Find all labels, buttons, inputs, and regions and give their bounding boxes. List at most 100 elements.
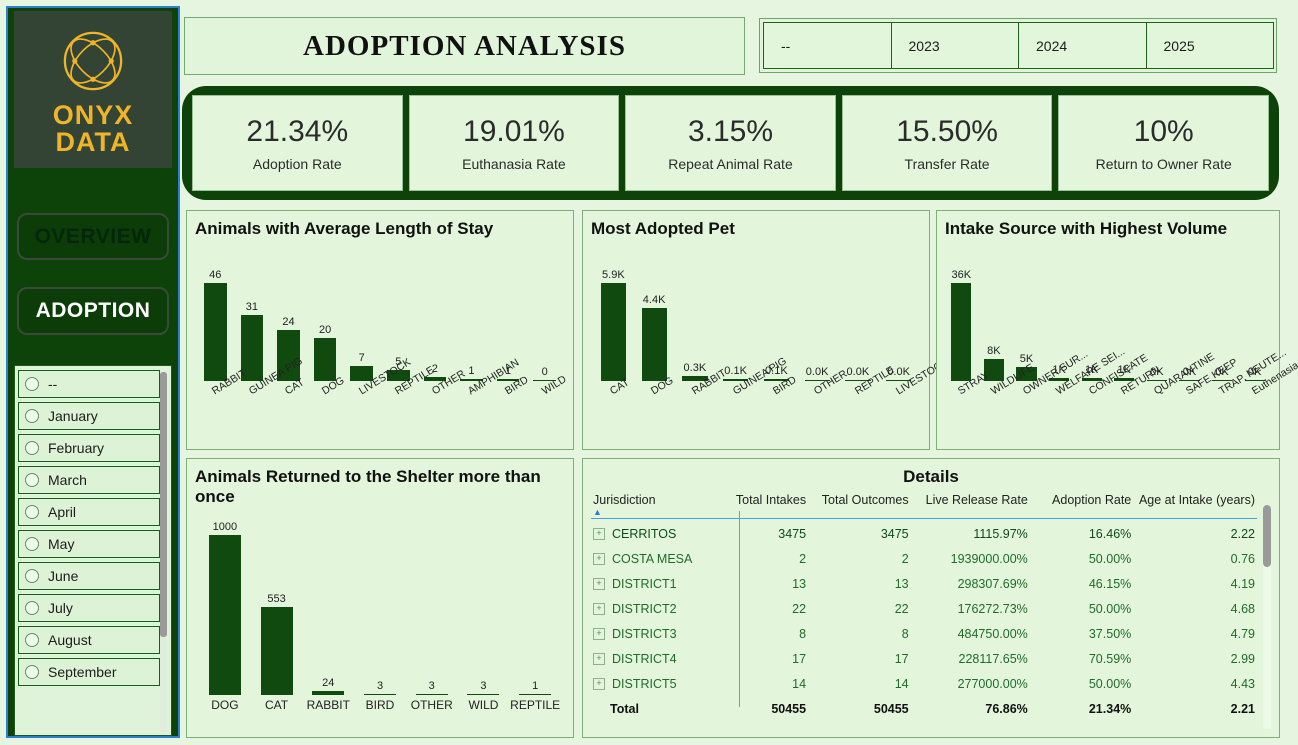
bar-column[interactable]: 20	[307, 253, 344, 381]
expand-row-icon[interactable]: +	[593, 652, 605, 665]
bar[interactable]	[1211, 379, 1233, 381]
column-header-adoption-rate[interactable]: Adoption Rate	[1052, 493, 1132, 507]
bar[interactable]	[723, 379, 749, 381]
bar-column[interactable]: 1K	[1108, 253, 1141, 381]
table-total-row[interactable]: Total 50455 50455 76.86% 21.34% 2.21	[591, 696, 1257, 721]
bar-chart-most-adopted-pet[interactable]: 5.9K 4.4K 0.3K 0.1K 0.1K 0.0K 0.0K 0.0K	[593, 253, 919, 381]
column-header-jurisdiction[interactable]: Jurisdiction ▲	[591, 493, 717, 517]
expand-row-icon[interactable]: +	[593, 527, 605, 540]
year-slicer-item[interactable]: --	[763, 22, 892, 69]
bar-column[interactable]: 1	[509, 499, 561, 695]
column-header-age-at-intake[interactable]: Age at Intake (years)	[1138, 493, 1255, 507]
bar[interactable]	[519, 693, 552, 695]
bar-column[interactable]: 8K	[978, 253, 1011, 381]
bar[interactable]	[845, 379, 871, 381]
month-slicer-item[interactable]: February	[18, 433, 160, 462]
table-row[interactable]: + COSTA MESA 2 2 1939000.00% 50.00% 0.76	[591, 546, 1257, 571]
month-slicer-item[interactable]: March	[18, 465, 160, 494]
details-scrollbar[interactable]	[1263, 505, 1271, 729]
table-row[interactable]: + DISTRICT5 14 14 277000.00% 50.00% 4.43	[591, 671, 1257, 696]
radio-button-icon[interactable]	[25, 536, 39, 551]
bar-column[interactable]: 0.3K	[675, 253, 716, 381]
table-row[interactable]: + CERRITOS 3475 3475 1115.97% 16.46% 2.22	[591, 521, 1257, 546]
bar[interactable]	[600, 283, 626, 381]
radio-button-icon[interactable]	[25, 600, 39, 615]
bar-column[interactable]: 46	[197, 253, 234, 381]
month-slicer-item[interactable]: January	[18, 401, 160, 430]
bar[interactable]	[1244, 379, 1265, 381]
bar[interactable]	[313, 338, 337, 381]
bar-column[interactable]: 31	[234, 253, 271, 381]
bar[interactable]	[415, 693, 448, 695]
bar[interactable]	[804, 379, 830, 381]
bar-column[interactable]: 0K	[1206, 253, 1239, 381]
month-slicer-item[interactable]: --	[18, 369, 160, 398]
bar-column[interactable]: 2	[417, 253, 454, 381]
bar-chart-length-of-stay[interactable]: 46 31 24 20 7 5 2 1 1 0	[197, 253, 563, 381]
bar[interactable]	[682, 376, 708, 381]
month-slicer-item[interactable]: June	[18, 561, 160, 590]
expand-row-icon[interactable]: +	[593, 602, 605, 615]
bar-column[interactable]: 4.4K	[634, 253, 675, 381]
column-header-total-intakes[interactable]: Total Intakes	[735, 493, 807, 507]
table-row[interactable]: + DISTRICT1 13 13 298307.69% 46.15% 4.19	[591, 571, 1257, 596]
expand-row-icon[interactable]: +	[593, 552, 605, 565]
bar[interactable]	[277, 329, 300, 381]
bar-column[interactable]: 0K	[1173, 253, 1206, 381]
bar[interactable]	[763, 379, 789, 381]
bar[interactable]	[312, 691, 345, 695]
bar-column[interactable]: 36K	[945, 253, 978, 381]
bar-column[interactable]: 0.1K	[756, 253, 797, 381]
table-row[interactable]: + DISTRICT2 22 22 176272.73% 50.00% 4.68	[591, 596, 1257, 621]
bar-column[interactable]: 0K	[1238, 253, 1271, 381]
bar-column[interactable]: 0	[526, 253, 563, 381]
bar-column[interactable]: 3	[406, 499, 458, 695]
bar[interactable]	[496, 378, 520, 381]
radio-button-icon[interactable]	[25, 504, 39, 519]
expand-row-icon[interactable]: +	[593, 677, 605, 690]
bar[interactable]	[240, 314, 264, 381]
year-slicer-item[interactable]: 2023	[890, 22, 1019, 69]
bar[interactable]	[983, 359, 1004, 381]
month-slicer-item[interactable]: May	[18, 529, 160, 558]
bar-column[interactable]: 5K	[1010, 253, 1043, 381]
bar-column[interactable]: 24	[302, 499, 354, 695]
bar-column[interactable]: 0.0K	[838, 253, 879, 381]
bar[interactable]	[886, 379, 912, 381]
radio-button-icon[interactable]	[25, 664, 39, 679]
bar[interactable]	[208, 535, 241, 695]
bar[interactable]	[641, 307, 667, 381]
bar[interactable]	[1114, 378, 1135, 381]
bar[interactable]	[533, 379, 556, 381]
column-header-total-outcomes[interactable]: Total Outcomes	[821, 493, 909, 507]
sidebar-item-overview[interactable]: OVERVIEW	[17, 213, 169, 261]
bar[interactable]	[467, 693, 500, 695]
expand-row-icon[interactable]: +	[593, 627, 605, 640]
bar-column[interactable]: 3	[458, 499, 510, 695]
month-slicer-item[interactable]: July	[18, 593, 160, 622]
month-slicer-item[interactable]: September	[18, 657, 160, 686]
radio-button-icon[interactable]	[25, 568, 39, 583]
bar[interactable]	[951, 283, 972, 381]
bar-chart-returned-animals[interactable]: 1000 553 24 3 3 3 1	[199, 499, 561, 695]
bar-column[interactable]: 0K	[1141, 253, 1174, 381]
bar-chart-intake-source[interactable]: 36K 8K 5K 1K 1K 1K 0K 0K 0K 0K	[945, 253, 1271, 381]
radio-button-icon[interactable]	[25, 376, 39, 391]
bar[interactable]	[460, 378, 483, 381]
bar-column[interactable]: 553	[251, 499, 303, 695]
year-slicer-item[interactable]: 2024	[1018, 22, 1147, 69]
bar-column[interactable]: 1000	[199, 499, 251, 695]
bar[interactable]	[203, 283, 227, 381]
bar-column[interactable]: 0.0K	[878, 253, 919, 381]
radio-button-icon[interactable]	[25, 472, 39, 487]
table-row[interactable]: + DISTRICT3 8 8 484750.00% 37.50% 4.79	[591, 621, 1257, 646]
bar-column[interactable]: 7	[343, 253, 380, 381]
bar[interactable]	[1016, 367, 1037, 381]
radio-button-icon[interactable]	[25, 440, 39, 455]
month-slicer-scroll-thumb[interactable]	[160, 371, 167, 637]
bar-column[interactable]: 1	[453, 253, 490, 381]
radio-button-icon[interactable]	[25, 408, 39, 423]
sidebar-item-adoption[interactable]: ADOPTION	[17, 287, 169, 335]
bar-column[interactable]: 1K	[1075, 253, 1108, 381]
table-row[interactable]: + DISTRICT4 17 17 228117.65% 70.59% 2.99	[591, 646, 1257, 671]
